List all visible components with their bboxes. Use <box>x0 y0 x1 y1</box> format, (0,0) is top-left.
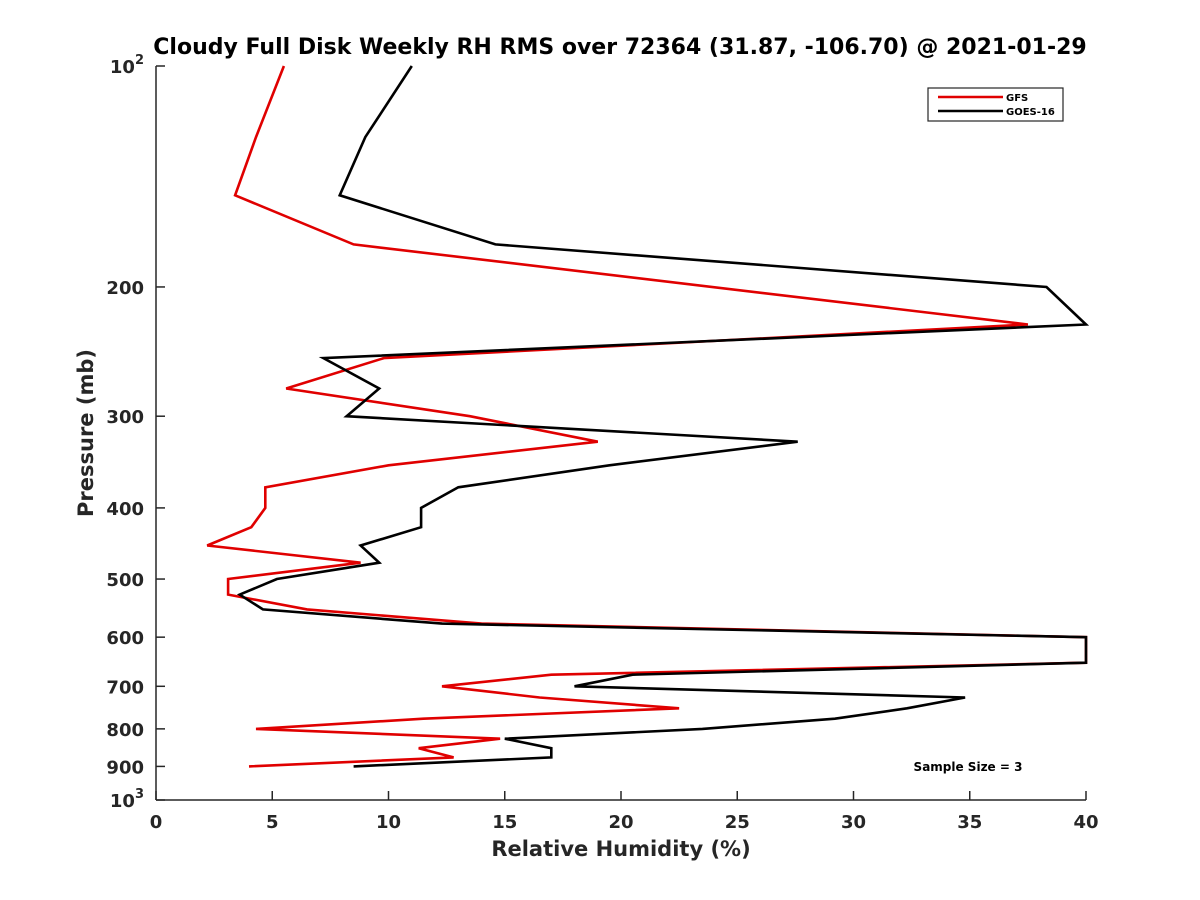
x-tick-label: 25 <box>725 812 750 833</box>
x-tick-label: 10 <box>376 812 401 833</box>
x-tick-label: 5 <box>266 812 279 833</box>
x-tick-label: 35 <box>957 812 982 833</box>
y-tick-label: 400 <box>106 499 144 520</box>
y-axis-label: Pressure (mb) <box>74 349 98 517</box>
x-tick-label: 0 <box>150 812 163 833</box>
x-tick-label: 30 <box>841 812 866 833</box>
legend-label-goes-16: GOES-16 <box>1006 107 1055 118</box>
series-layer <box>206 65 1090 768</box>
y-ticks: 102 200 300 400 500 600 700 800 900 103 <box>106 53 165 812</box>
x-axis-label: Relative Humidity (%) <box>491 837 750 861</box>
y-tick-label: 500 <box>106 570 144 591</box>
x-tick-label: 40 <box>1073 812 1098 833</box>
y-tick-label: 102 <box>110 53 144 78</box>
y-tick-label: 700 <box>106 677 144 698</box>
x-tick-label: 15 <box>492 812 517 833</box>
legend: GFS GOES-16 <box>927 87 1064 122</box>
legend-label-gfs: GFS <box>1006 93 1028 104</box>
y-tick-label: 200 <box>106 278 144 299</box>
y-tick-label: 800 <box>106 720 144 741</box>
series-line-gfs <box>206 65 1088 768</box>
y-tick-label: 103 <box>110 787 144 812</box>
chart-title: Cloudy Full Disk Weekly RH RMS over 7236… <box>153 35 1086 60</box>
legend-box <box>927 87 1064 122</box>
series-line-goes-16 <box>236 65 1090 768</box>
y-tick-label: 900 <box>106 757 144 778</box>
x-tick-label: 20 <box>608 812 633 833</box>
y-tick-label: 600 <box>106 628 144 649</box>
sample-size-annotation: Sample Size = 3 <box>914 760 1023 774</box>
y-tick-label: 300 <box>106 407 144 428</box>
x-ticks: 0 5 10 15 20 25 30 35 40 <box>150 791 1099 833</box>
